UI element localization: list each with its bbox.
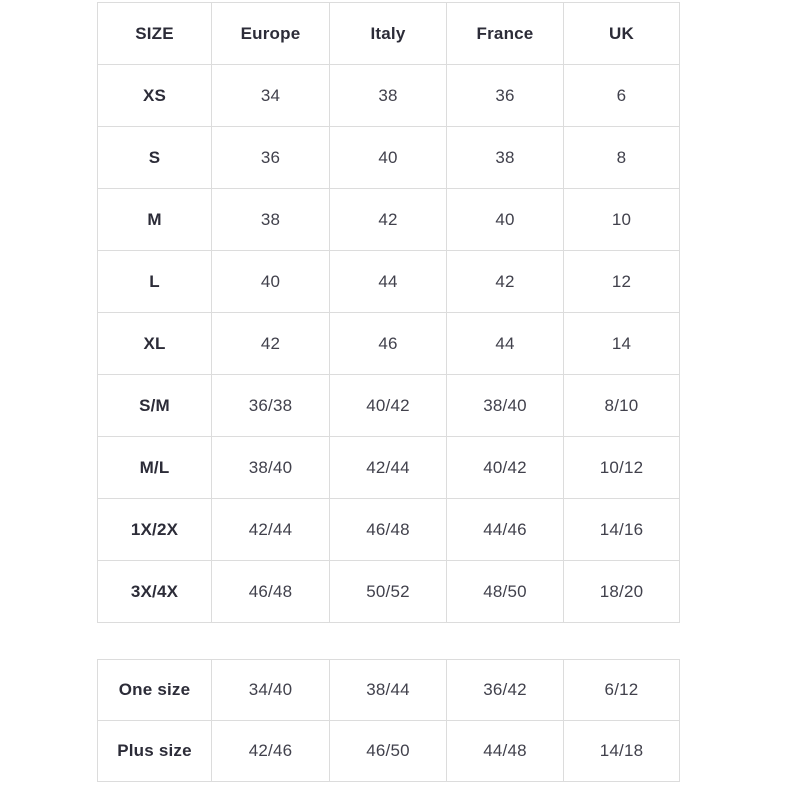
- table-row: XS 34 38 36 6: [97, 64, 680, 127]
- column-header-europe: Europe: [211, 2, 330, 65]
- value-cell: 38/40: [211, 436, 330, 499]
- value-cell: 38: [211, 188, 330, 251]
- value-cell: 36: [446, 64, 564, 127]
- value-cell: 14: [563, 312, 680, 375]
- value-cell: 48/50: [446, 560, 564, 623]
- table-row: Plus size 42/46 46/50 44/48 14/18: [97, 720, 680, 782]
- value-cell: 42: [211, 312, 330, 375]
- column-header-size: SIZE: [97, 2, 212, 65]
- value-cell: 8: [563, 126, 680, 189]
- value-cell: 6/12: [563, 659, 680, 721]
- value-cell: 18/20: [563, 560, 680, 623]
- table-row: 1X/2X 42/44 46/48 44/46 14/16: [97, 498, 680, 561]
- value-cell: 12: [563, 250, 680, 313]
- value-cell: 40: [211, 250, 330, 313]
- value-cell: 44/48: [446, 720, 564, 782]
- value-cell: 46: [329, 312, 447, 375]
- size-cell: XS: [97, 64, 212, 127]
- value-cell: 38/44: [329, 659, 447, 721]
- size-cell: S/M: [97, 374, 212, 437]
- value-cell: 38/40: [446, 374, 564, 437]
- header-row: SIZE Europe Italy France UK: [97, 2, 680, 65]
- value-cell: 42/44: [329, 436, 447, 499]
- value-cell: 36/38: [211, 374, 330, 437]
- value-cell: 10: [563, 188, 680, 251]
- value-cell: 14/18: [563, 720, 680, 782]
- size-tables-container: SIZE Europe Italy France UK XS 34 38 36 …: [97, 2, 680, 782]
- size-cell: One size: [97, 659, 212, 721]
- special-sizes-table: One size 34/40 38/44 36/42 6/12 Plus siz…: [97, 659, 680, 782]
- value-cell: 44/46: [446, 498, 564, 561]
- value-cell: 14/16: [563, 498, 680, 561]
- column-header-france: France: [446, 2, 564, 65]
- value-cell: 40/42: [329, 374, 447, 437]
- size-cell: L: [97, 250, 212, 313]
- table-row: M 38 42 40 10: [97, 188, 680, 251]
- value-cell: 42: [446, 250, 564, 313]
- size-cell: 1X/2X: [97, 498, 212, 561]
- value-cell: 38: [329, 64, 447, 127]
- size-cell: XL: [97, 312, 212, 375]
- size-conversion-table: SIZE Europe Italy France UK XS 34 38 36 …: [97, 2, 680, 623]
- value-cell: 40: [329, 126, 447, 189]
- value-cell: 40/42: [446, 436, 564, 499]
- size-cell: Plus size: [97, 720, 212, 782]
- table-row: M/L 38/40 42/44 40/42 10/12: [97, 436, 680, 499]
- column-header-uk: UK: [563, 2, 680, 65]
- value-cell: 42/44: [211, 498, 330, 561]
- size-cell: M/L: [97, 436, 212, 499]
- size-cell: S: [97, 126, 212, 189]
- table-row: L 40 44 42 12: [97, 250, 680, 313]
- value-cell: 44: [446, 312, 564, 375]
- value-cell: 36/42: [446, 659, 564, 721]
- value-cell: 8/10: [563, 374, 680, 437]
- table-row: XL 42 46 44 14: [97, 312, 680, 375]
- value-cell: 34/40: [211, 659, 330, 721]
- value-cell: 42/46: [211, 720, 330, 782]
- value-cell: 36: [211, 126, 330, 189]
- value-cell: 46/48: [329, 498, 447, 561]
- table-row: S/M 36/38 40/42 38/40 8/10: [97, 374, 680, 437]
- value-cell: 34: [211, 64, 330, 127]
- value-cell: 44: [329, 250, 447, 313]
- table-row: S 36 40 38 8: [97, 126, 680, 189]
- value-cell: 6: [563, 64, 680, 127]
- table-row: One size 34/40 38/44 36/42 6/12: [97, 659, 680, 721]
- value-cell: 42: [329, 188, 447, 251]
- value-cell: 10/12: [563, 436, 680, 499]
- value-cell: 46/48: [211, 560, 330, 623]
- value-cell: 46/50: [329, 720, 447, 782]
- size-cell: 3X/4X: [97, 560, 212, 623]
- value-cell: 50/52: [329, 560, 447, 623]
- column-header-italy: Italy: [329, 2, 447, 65]
- value-cell: 38: [446, 126, 564, 189]
- size-cell: M: [97, 188, 212, 251]
- table-row: 3X/4X 46/48 50/52 48/50 18/20: [97, 560, 680, 623]
- value-cell: 40: [446, 188, 564, 251]
